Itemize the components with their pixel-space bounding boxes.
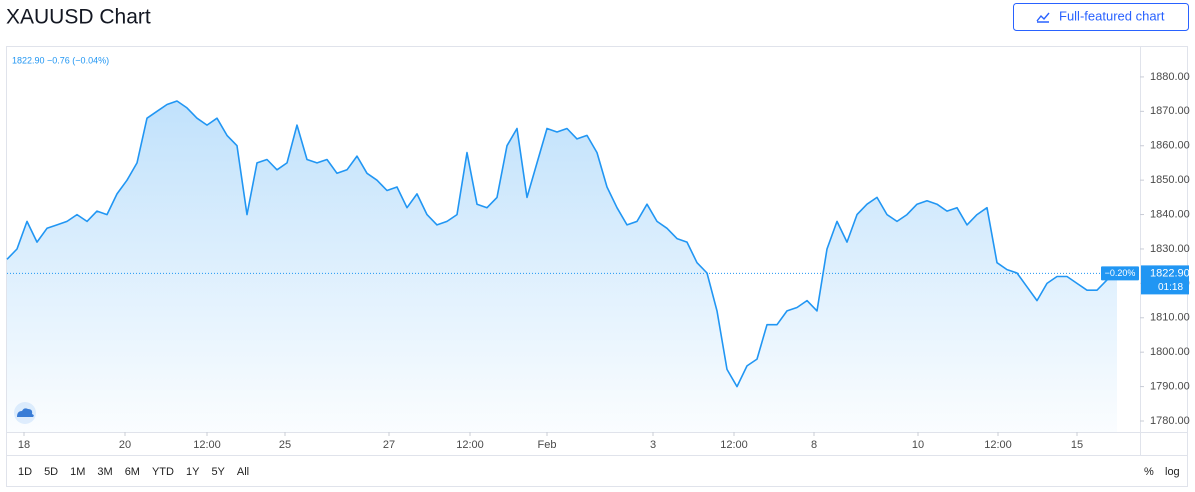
y-tick-label: 1780.00 [1150, 415, 1190, 427]
scale-option[interactable]: % [1144, 466, 1154, 478]
x-tick-label: 20 [119, 439, 131, 451]
x-tick-label: 18 [18, 439, 30, 451]
x-tick-label: 12:00 [984, 439, 1012, 451]
x-tick-label: 15 [1071, 439, 1083, 451]
x-tick-label: 27 [383, 439, 395, 451]
x-tick-label: 12:00 [456, 439, 484, 451]
range-button[interactable]: 5D [44, 466, 58, 478]
range-button[interactable]: All [237, 466, 249, 478]
button-label[interactable]: Full-featured chart [1059, 8, 1165, 23]
y-tick-label: 1830.00 [1150, 243, 1190, 255]
x-tick-label: Feb [538, 439, 557, 451]
range-button[interactable]: 1D [18, 466, 32, 478]
change-label: −0.20% [1105, 268, 1136, 278]
area-fill [7, 101, 1117, 432]
price-line [6, 100, 1118, 388]
x-tick-label: 25 [279, 439, 291, 451]
chart-title: XAUUSD Chart [6, 6, 151, 29]
y-tick-label: 1800.00 [1150, 346, 1190, 358]
range-button[interactable]: 6M [125, 466, 140, 478]
scale-option[interactable]: log [1165, 466, 1180, 478]
y-tick-label: 1860.00 [1150, 140, 1190, 152]
range-button[interactable]: YTD [152, 466, 174, 478]
y-tick-label: 1870.00 [1150, 105, 1190, 117]
range-button[interactable]: 5Y [211, 466, 225, 478]
x-tick-label: 3 [650, 439, 656, 451]
price-badge [1141, 265, 1189, 295]
y-tick-label: 1810.00 [1150, 312, 1190, 324]
x-tick-label: 8 [811, 439, 817, 451]
change-badge [1101, 266, 1139, 281]
legend: 1822.90 −0.76 (−0.04%) [12, 55, 109, 65]
y-tick-label: 1880.00 [1150, 71, 1190, 83]
range-button[interactable]: 1M [70, 466, 85, 478]
x-tick-label: 12:00 [720, 439, 748, 451]
button-icon [1036, 12, 1050, 23]
y-tick-label: 1840.00 [1150, 208, 1190, 220]
countdown-label: 01:18 [1158, 282, 1183, 293]
range-button[interactable]: 3M [97, 466, 112, 478]
y-tick-label: 1850.00 [1150, 174, 1190, 186]
full-chart-button[interactable] [1013, 3, 1189, 31]
x-tick-label: 12:00 [193, 439, 221, 451]
x-tick-label: 10 [912, 439, 924, 451]
y-tick-label: 1790.00 [1150, 380, 1190, 392]
price-badge-label: 1822.90 [1150, 267, 1190, 279]
range-button[interactable]: 1Y [186, 466, 200, 478]
